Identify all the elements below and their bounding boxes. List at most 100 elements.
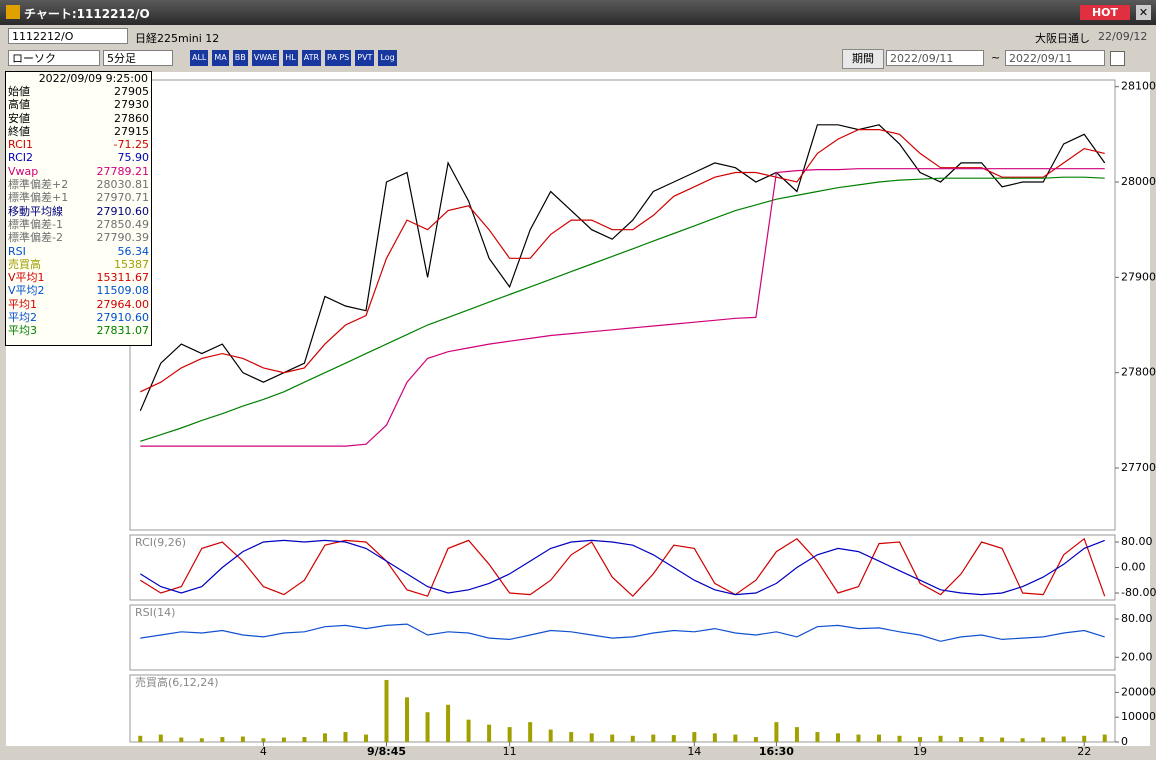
- info-label: 高値: [8, 98, 30, 112]
- info-value: 27964.00: [96, 297, 150, 311]
- tilde: ~: [991, 51, 1001, 64]
- info-value: 27905: [114, 85, 149, 98]
- bar: [528, 722, 533, 742]
- bar: [671, 735, 676, 742]
- info-value: 56.34: [117, 244, 150, 258]
- info-label: 標準偏差-2: [8, 231, 63, 245]
- toolbar-icon[interactable]: Log: [378, 50, 397, 66]
- bar: [405, 697, 410, 742]
- info-label: 終値: [8, 124, 30, 138]
- bar: [733, 734, 738, 742]
- symbol-name: 日経225mini 12: [135, 32, 220, 45]
- period-button[interactable]: 期間: [842, 49, 884, 69]
- bar: [179, 737, 184, 742]
- x-tick-label: 22: [1077, 745, 1091, 758]
- info-value: 75.90: [117, 151, 150, 165]
- bar: [979, 737, 984, 742]
- bar: [630, 735, 635, 742]
- close-button[interactable]: ✕: [1136, 5, 1151, 20]
- toolbar-icon[interactable]: PA PS: [325, 50, 352, 66]
- info-value: -71.25: [113, 138, 149, 152]
- info-time: 2022/09/09 9:25:00: [38, 72, 148, 85]
- bar: [138, 735, 143, 742]
- y-tick-label: 0: [1121, 735, 1128, 748]
- info-row: 終値 27915: [6, 125, 151, 138]
- series-line: [140, 623, 1105, 642]
- info-row: 平均2 27910.60: [6, 311, 151, 324]
- panel-title: RSI(14): [135, 606, 175, 619]
- panel-title: 売買高(6,12,24): [135, 675, 219, 689]
- x-tick-label: 14: [687, 745, 701, 758]
- info-label: V平均2: [8, 284, 45, 298]
- title-bar: チャート:1112212/O HOT ✕: [0, 0, 1156, 25]
- bar: [651, 734, 656, 742]
- bar: [753, 737, 758, 742]
- toolbar-icon[interactable]: ALL: [190, 50, 209, 66]
- symbol-combo[interactable]: 1112212/O: [8, 28, 128, 44]
- from-date[interactable]: 2022/09/11: [886, 50, 984, 66]
- series-line: [139, 537, 1106, 598]
- bar: [343, 732, 348, 742]
- info-value: 27850.49: [96, 217, 150, 231]
- info-label: 平均3: [8, 324, 37, 338]
- date: 22/09/12: [1098, 30, 1148, 43]
- info-row: V平均1 15311.67: [6, 271, 151, 284]
- bar: [363, 734, 368, 742]
- toolbar-icon[interactable]: BB: [232, 50, 248, 66]
- info-row: Vwap 27789.21: [6, 165, 151, 178]
- info-row: V平均2 11509.08: [6, 284, 151, 297]
- info-row: 売買高 15387: [6, 258, 151, 271]
- toolbar-icon[interactable]: VWAE: [251, 50, 280, 66]
- info-value: 27970.71: [96, 191, 150, 205]
- bar: [281, 737, 286, 742]
- panel-frame: [129, 604, 1116, 671]
- info-value: 15311.67: [96, 271, 150, 285]
- to-date[interactable]: 2022/09/11: [1005, 50, 1105, 66]
- bar: [959, 737, 964, 742]
- hot-button[interactable]: HOT: [1080, 5, 1130, 20]
- info-label: 標準偏差+1: [8, 191, 69, 205]
- x-tick-label: 4: [260, 745, 267, 758]
- bar: [1000, 737, 1005, 742]
- bar: [877, 734, 882, 742]
- series-line: [140, 176, 1105, 442]
- info-row: 高値 27930: [6, 98, 151, 111]
- checkbox[interactable]: [1110, 51, 1125, 66]
- toolbar-icon[interactable]: HL: [283, 50, 298, 66]
- info-row: 標準偏差-1 27850.49: [6, 218, 151, 231]
- info-row: RCI1 -71.25: [6, 138, 151, 151]
- info-value: 27915: [114, 124, 149, 138]
- y-tick-label: -80.00: [1121, 586, 1156, 599]
- bar: [240, 736, 245, 742]
- bar: [507, 727, 512, 742]
- info-value: 27790.39: [96, 231, 150, 245]
- info-label: RCI1: [8, 138, 34, 152]
- info-value: 27831.07: [96, 324, 150, 338]
- info-row: 安値 27860: [6, 112, 151, 125]
- toolbar-icon[interactable]: PVT: [355, 50, 375, 66]
- toolbar-icons: ALL MA BB VWAE HL ATR PA PS PVT Log: [190, 50, 401, 66]
- bar: [712, 733, 717, 742]
- info-row: RCI2 75.90: [6, 151, 151, 164]
- info-value: 28030.81: [96, 178, 150, 192]
- bar: [856, 734, 861, 742]
- x-tick-label: 19: [913, 745, 927, 758]
- panel-frame: [129, 674, 1116, 743]
- chart-kind-combo[interactable]: ローソク: [8, 50, 100, 66]
- bar: [446, 704, 451, 742]
- toolbar-icon[interactable]: MA: [212, 50, 229, 66]
- info-label: 標準偏差-1: [8, 217, 63, 231]
- interval-combo[interactable]: 5分足: [103, 50, 173, 66]
- y-tick-label: 28100: [1121, 80, 1156, 93]
- info-label: 売買高: [8, 257, 41, 271]
- info-label: 平均1: [8, 297, 37, 311]
- y-tick-label: 27700: [1121, 461, 1156, 474]
- y-tick-label: 80.00: [1121, 535, 1153, 548]
- x-tick-label: 9/8:45: [367, 745, 406, 758]
- y-tick-label: 28000: [1121, 175, 1156, 188]
- toolbar-icon[interactable]: ATR: [301, 50, 322, 66]
- y-tick-label: 20000: [1121, 685, 1156, 698]
- info-value: 11509.08: [96, 284, 150, 298]
